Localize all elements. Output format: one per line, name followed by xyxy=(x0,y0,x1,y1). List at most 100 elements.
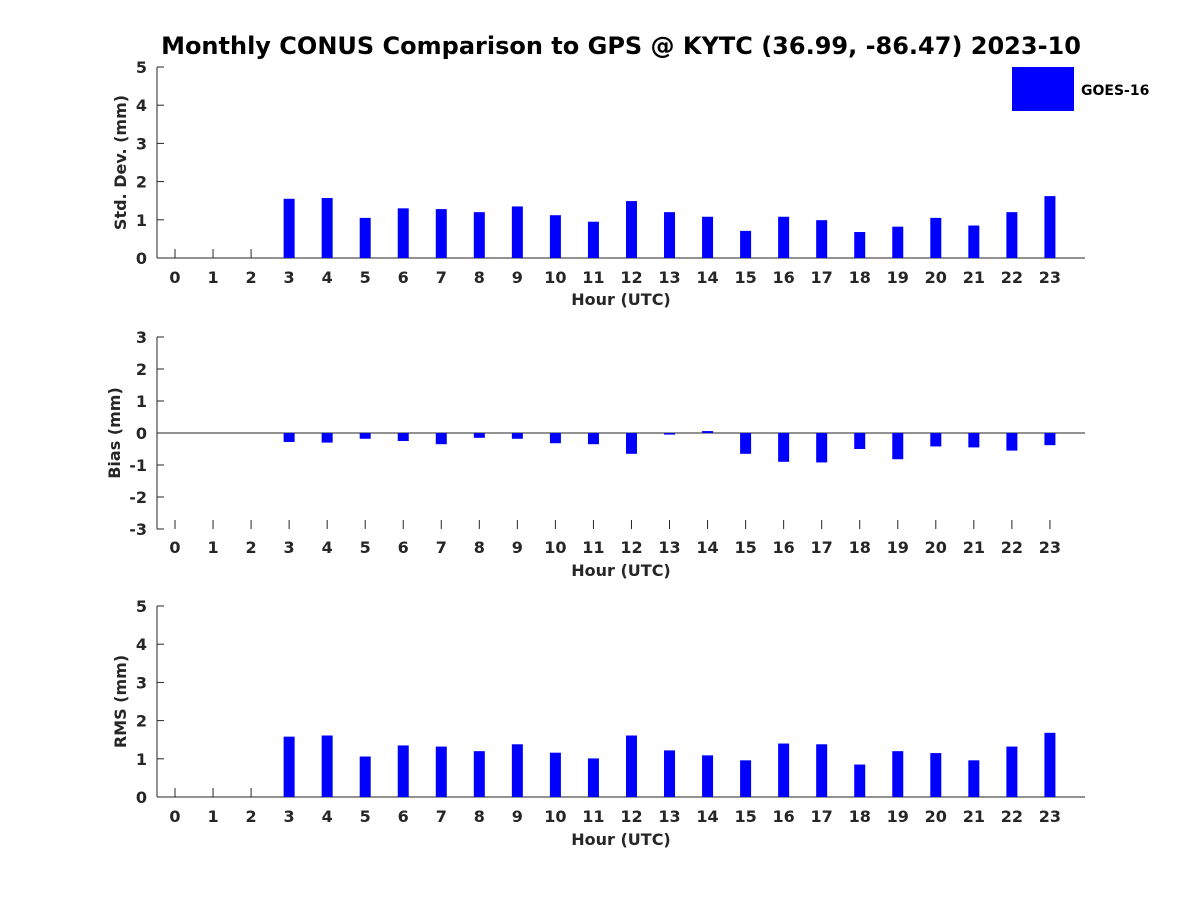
panel-1-xtick-label-14: 14 xyxy=(696,268,718,287)
panel-3-bar-hour-21 xyxy=(968,760,980,797)
panel-1-xtick-label-16: 16 xyxy=(773,268,795,287)
panel-3-xtick-label-0: 0 xyxy=(169,807,180,826)
legend: GOES-16 xyxy=(1012,67,1149,111)
panel-1-bar-hour-6 xyxy=(397,208,409,258)
panel-3-bar-hour-22 xyxy=(1006,746,1018,797)
panel-1-xtick-label-21: 21 xyxy=(963,268,985,287)
panel-2-bar-hour-17 xyxy=(816,433,828,463)
panel-2-xtick-label-22: 22 xyxy=(1001,538,1023,557)
panel-2-xtick-label-9: 9 xyxy=(512,538,523,557)
panel-1-xtick-label-15: 15 xyxy=(734,268,756,287)
panel-3-xtick-label-14: 14 xyxy=(696,807,718,826)
panel-1-bar-hour-8 xyxy=(473,212,485,258)
panel-1-ytick-label-5: 5 xyxy=(136,58,147,77)
panel-2-bar-hour-6 xyxy=(397,433,409,441)
panel-2-xtick-label-1: 1 xyxy=(207,538,218,557)
panel-1-xtick-label-11: 11 xyxy=(582,268,604,287)
panel-1-xtick-label-9: 9 xyxy=(512,268,523,287)
panel-3-bar-hour-8 xyxy=(473,751,485,797)
panel-1-xtick-label-7: 7 xyxy=(436,268,447,287)
panel-3-ytick-label-3: 3 xyxy=(136,673,147,692)
panel-3-xtick-label-10: 10 xyxy=(544,807,566,826)
panel-2-bar-hour-18 xyxy=(854,433,866,449)
panel-1-bar-hour-13 xyxy=(664,212,676,258)
panel-2-bar-hour-22 xyxy=(1006,433,1018,451)
panel-1-bar-hour-15 xyxy=(740,230,752,258)
panel-2-ytick-label-1: 1 xyxy=(136,392,147,411)
panel-3-xtick-label-1: 1 xyxy=(207,807,218,826)
panel-3-xtick-label-16: 16 xyxy=(773,807,795,826)
panel-1-bar-hour-18 xyxy=(854,232,866,258)
panel-2-x-axis-label: Hour (UTC) xyxy=(571,561,671,580)
panel-3-bar-hour-16 xyxy=(778,743,790,797)
panel-1-xtick-label-13: 13 xyxy=(658,268,680,287)
panel-2-xtick-label-20: 20 xyxy=(925,538,947,557)
panel-2-bar-hour-10 xyxy=(549,433,561,444)
panel-3-xtick-label-18: 18 xyxy=(849,807,871,826)
panel-2-bar-hour-4 xyxy=(321,433,333,443)
panel-1-xtick-label-10: 10 xyxy=(544,268,566,287)
panel-1-ytick-label-4: 4 xyxy=(136,96,147,115)
panel-2-xtick-label-7: 7 xyxy=(436,538,447,557)
panel-1-xtick-label-6: 6 xyxy=(398,268,409,287)
panel-1-x-axis-label: Hour (UTC) xyxy=(571,290,671,309)
panel-2-xtick-label-13: 13 xyxy=(658,538,680,557)
panel-2-ytick-label-0: 0 xyxy=(136,424,147,443)
panel-3-bar-hour-13 xyxy=(664,750,676,797)
panel-2-bar-hour-20 xyxy=(930,433,942,447)
panel-2-ytick-label--3: -3 xyxy=(129,520,147,539)
panel-2-xtick-label-0: 0 xyxy=(169,538,180,557)
panel-2-xtick-label-11: 11 xyxy=(582,538,604,557)
panel-2-bar-hour-9 xyxy=(511,433,523,439)
panel-2-bar-hour-13 xyxy=(664,433,676,435)
panel-1-bar-hour-7 xyxy=(435,209,447,258)
panel-1-ytick-label-2: 2 xyxy=(136,173,147,192)
panel-2-bar-hour-16 xyxy=(778,433,790,462)
panel-2-bar-hour-23 xyxy=(1044,433,1056,446)
panel-1-xtick-label-3: 3 xyxy=(284,268,295,287)
panel-2-bar-hour-11 xyxy=(587,433,599,445)
panel-3-xtick-label-15: 15 xyxy=(734,807,756,826)
panel-1-bar-hour-16 xyxy=(778,216,790,258)
panel-1-bar-hour-11 xyxy=(587,221,599,258)
panel-1-bar-hour-22 xyxy=(1006,212,1018,258)
panel-2-xtick-label-5: 5 xyxy=(360,538,371,557)
panel-1-ytick-label-0: 0 xyxy=(136,249,147,268)
panel-3-bar-hour-3 xyxy=(283,736,295,797)
legend-label-goes16: GOES-16 xyxy=(1081,83,1149,99)
panel-1-xtick-label-18: 18 xyxy=(849,268,871,287)
panel-2-ytick-label--1: -1 xyxy=(129,456,147,475)
panel-2-bar-hour-19 xyxy=(892,433,904,460)
panel-1-xtick-label-8: 8 xyxy=(474,268,485,287)
panel-3-bar-hour-5 xyxy=(359,756,371,797)
panel-3-xtick-label-6: 6 xyxy=(398,807,409,826)
panel-1-bar-hour-19 xyxy=(892,226,904,258)
panel-2-xtick-label-18: 18 xyxy=(849,538,871,557)
panel-3-bar-hour-4 xyxy=(321,735,333,797)
panel-2-bar-hour-12 xyxy=(625,433,637,454)
panel-1-xtick-label-20: 20 xyxy=(925,268,947,287)
panel-3-xtick-label-9: 9 xyxy=(512,807,523,826)
panel-3-y-axis-label: RMS (mm) xyxy=(111,655,130,748)
panel-3-xtick-label-21: 21 xyxy=(963,807,985,826)
panel-2-xtick-label-12: 12 xyxy=(620,538,642,557)
panel-1-xtick-label-17: 17 xyxy=(811,268,833,287)
panel-3-xtick-label-13: 13 xyxy=(658,807,680,826)
panel-3-ytick-label-5: 5 xyxy=(136,597,147,616)
panel-1-xtick-label-19: 19 xyxy=(887,268,909,287)
panel-3-bar-hour-11 xyxy=(587,758,599,797)
panel-3-xtick-label-4: 4 xyxy=(322,807,333,826)
panel-2-ytick-label--2: -2 xyxy=(129,488,147,507)
panel-1-bar-hour-14 xyxy=(702,216,714,258)
panel-3-bar-hour-17 xyxy=(816,744,828,797)
panel-3-xtick-label-20: 20 xyxy=(925,807,947,826)
panel-1-xtick-label-2: 2 xyxy=(246,268,257,287)
panel-3-xtick-label-19: 19 xyxy=(887,807,909,826)
panel-2-ytick-label-2: 2 xyxy=(136,360,147,379)
panel-3-bar-hour-10 xyxy=(549,752,561,797)
